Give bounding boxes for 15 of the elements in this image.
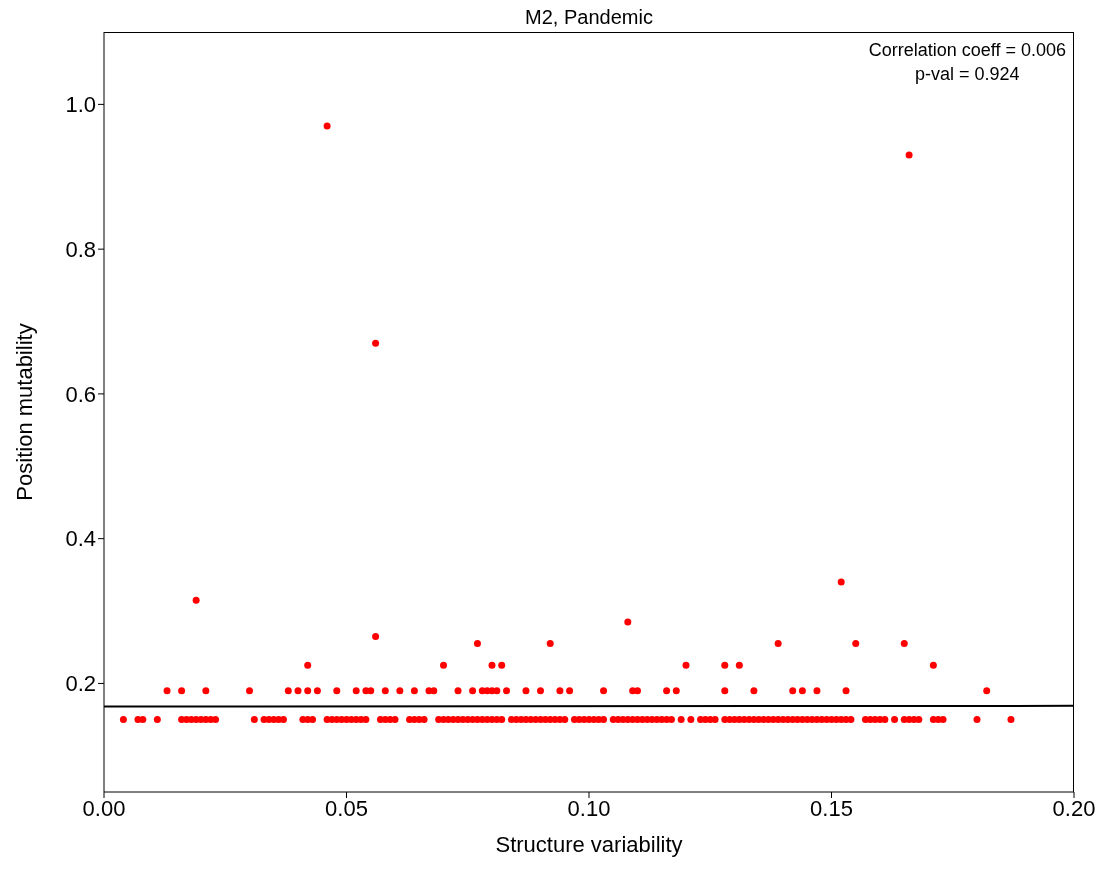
x-tick-label: 0.05 xyxy=(325,795,368,821)
x-tick-label: 0.00 xyxy=(82,795,126,821)
y-tick-label: 0.2 xyxy=(65,671,96,697)
x-tick-label: 0.10 xyxy=(567,795,611,821)
x-tick-label: 0.20 xyxy=(1052,795,1096,821)
x-tick-label: 0.15 xyxy=(810,795,853,821)
y-tick-label: 0.8 xyxy=(65,236,96,262)
y-tick-label: 0.6 xyxy=(65,381,96,407)
x-axis-title: Structure variability xyxy=(495,832,683,857)
y-tick-label: 0.4 xyxy=(65,526,96,552)
y-axis-title: Position mutability xyxy=(11,323,37,501)
chart-title: M2, Pandemic xyxy=(524,6,654,29)
y-tick-label: 1.0 xyxy=(65,92,96,118)
annotation: Correlation coeff = 0.006 xyxy=(868,39,1066,62)
annotation: p-val = 0.924 xyxy=(914,63,1021,86)
